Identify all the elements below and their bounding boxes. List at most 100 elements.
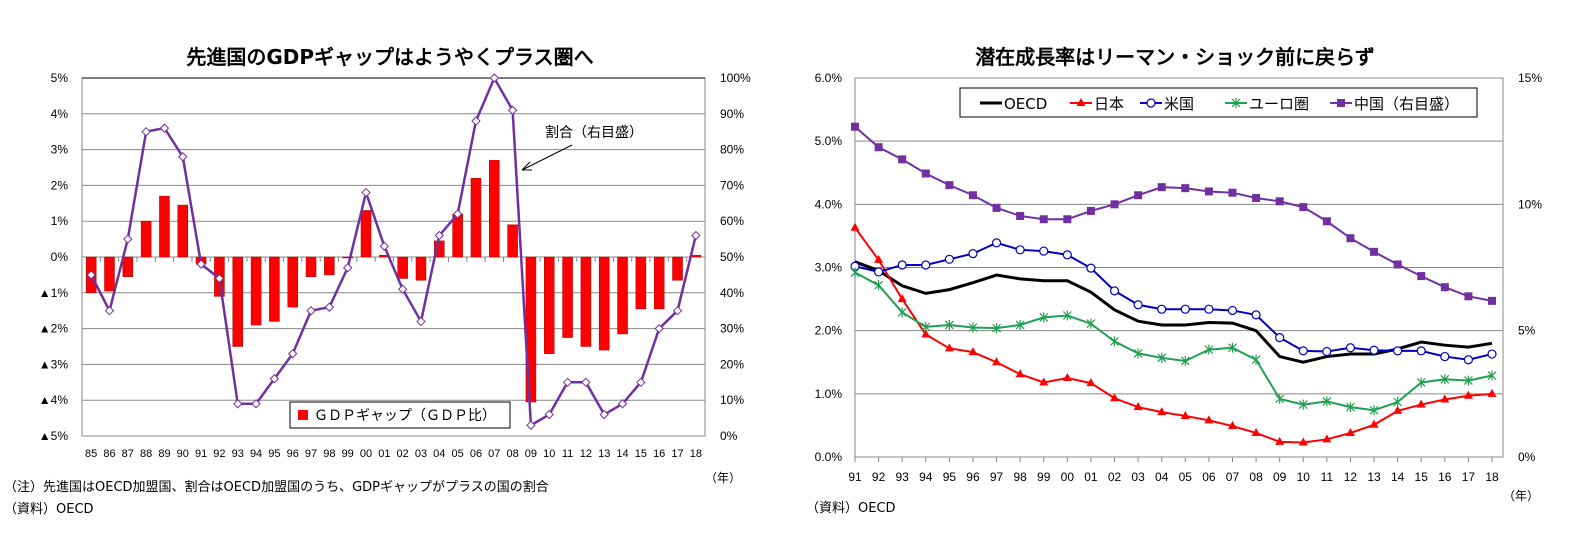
x-tick-label: 10 (1297, 470, 1311, 484)
x-tick-label: 89 (158, 448, 170, 460)
y-left-tick-label: 6.0% (815, 71, 843, 85)
series-point (1322, 217, 1331, 226)
bar (324, 256, 335, 276)
series-point (1416, 399, 1426, 408)
series-point (944, 319, 954, 330)
y-right-tick-label: 90% (720, 107, 744, 121)
series-point (921, 321, 931, 332)
y-left-tick-label: 5.0% (815, 134, 843, 148)
series-line-米国 (854, 241, 1493, 361)
share-point (581, 377, 591, 388)
x-tick-label: 97 (990, 470, 1004, 484)
share-point (471, 116, 481, 126)
share-point (544, 409, 554, 420)
y-left-tick-label: ▲3% (39, 357, 69, 371)
series-point (1416, 377, 1426, 388)
x-tick-label: 12 (1344, 470, 1358, 484)
series-point (1464, 292, 1473, 301)
series-point (1204, 304, 1214, 314)
legend-label: 米国 (1164, 95, 1194, 113)
y-left-tick-label: 3% (51, 143, 69, 157)
arrowhead-icon (521, 161, 532, 171)
annotation-arrow (521, 144, 573, 171)
series-point (1204, 187, 1213, 196)
bar (452, 213, 463, 258)
bar (562, 256, 573, 338)
series-point (1369, 345, 1379, 355)
series-point (874, 143, 883, 152)
y-right-tick-label: 100% (720, 71, 751, 85)
series-point (897, 307, 907, 318)
x-tick-label: 96 (966, 470, 980, 484)
share-point (654, 323, 664, 334)
share-point (379, 241, 390, 251)
share-point (617, 399, 628, 409)
y-right-tick-label: 30% (720, 322, 744, 336)
series-point (1345, 343, 1356, 353)
x-tick-label: 11 (1321, 470, 1334, 484)
share-point (636, 377, 646, 388)
series-point (1204, 415, 1214, 424)
series-point (1228, 188, 1237, 197)
left-chart-source: （資料）OECD (4, 502, 94, 517)
bar (690, 254, 702, 258)
bar (360, 210, 372, 258)
series-point (1440, 374, 1450, 385)
y-right-tick-label: 10% (1518, 197, 1542, 211)
series-point (1417, 272, 1426, 281)
series-point (945, 181, 954, 190)
x-tick-label: 09 (1273, 470, 1287, 484)
series-point (921, 260, 931, 270)
y-right-tick-label: 80% (720, 143, 744, 157)
x-tick-label: 99 (1037, 470, 1051, 484)
series-point (1039, 312, 1049, 323)
y-right-tick-label: 0% (1518, 450, 1536, 464)
series-point (1086, 206, 1095, 215)
x-tick-label: 13 (598, 448, 610, 460)
series-point (1228, 342, 1237, 353)
series-point (944, 254, 954, 264)
series-point (1062, 310, 1072, 321)
series-point (1204, 344, 1214, 355)
share-point (397, 284, 408, 294)
x-tick-label: 02 (1108, 470, 1122, 484)
series-point (1463, 355, 1474, 365)
series-point (1251, 354, 1261, 365)
bar (305, 256, 317, 277)
bar (232, 256, 243, 347)
x-tick-label: 96 (287, 448, 299, 460)
x-tick-label: 00 (360, 448, 372, 460)
x-tick-label: 97 (305, 448, 317, 460)
series-point (1015, 369, 1025, 378)
x-tick-label: 17 (1462, 470, 1476, 484)
bar (104, 256, 115, 292)
y-left-tick-label: 4% (51, 107, 69, 121)
series-point (1463, 390, 1473, 399)
x-tick-label: 93 (896, 470, 910, 484)
series-point (1086, 263, 1096, 273)
x-tick-label: 07 (1226, 470, 1240, 484)
series-point (1110, 200, 1119, 209)
x-tick-label: 95 (943, 470, 957, 484)
legend-box (289, 401, 511, 429)
series-point (1181, 184, 1190, 193)
x-tick-label: 94 (919, 470, 933, 484)
x-tick-label: 10 (543, 448, 555, 460)
series-point (1346, 402, 1355, 413)
series-point (1463, 375, 1473, 386)
series-point (1157, 183, 1166, 192)
series-point (991, 238, 1002, 248)
series-point (1393, 346, 1403, 356)
share-point (507, 105, 518, 115)
share-point (452, 209, 463, 219)
legend-label: ユーロ圏 (1249, 95, 1309, 113)
x-tick-label: 18 (690, 448, 702, 460)
share-point (599, 409, 609, 420)
y-left-tick-label: 4.0% (815, 197, 843, 211)
series-point (1299, 203, 1308, 212)
series-point (1251, 310, 1261, 320)
share-point (691, 230, 701, 241)
series-point (850, 222, 860, 231)
y-right-tick-label: 0% (720, 429, 738, 443)
series-point (1039, 246, 1049, 256)
